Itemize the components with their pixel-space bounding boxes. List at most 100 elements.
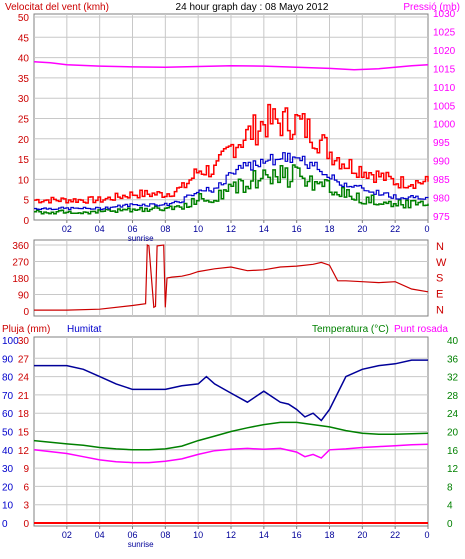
temperature-tick-label: 24 <box>447 409 459 420</box>
wind-min-line <box>34 164 429 215</box>
temperature-tick-label: 28 <box>447 391 459 402</box>
wind-speed-tick-label: 35 <box>18 74 30 85</box>
wind-speed-tick-label: 40 <box>18 54 30 65</box>
wind-speed-tick-label: 50 <box>18 13 30 24</box>
rain-tick-label: 24 <box>18 373 30 384</box>
compass-letter: E <box>436 288 443 300</box>
pressure-tick-label: 1030 <box>433 9 456 20</box>
temperature-axis-title: Temperatura (°C) <box>312 324 389 335</box>
x-tick-label: 16 <box>292 530 302 540</box>
x-tick-label: 08 <box>160 224 170 234</box>
wind-speed-tick-label: 30 <box>18 94 30 105</box>
rain-tick-label: 6 <box>23 482 29 493</box>
pressure-tick-label: 975 <box>433 212 450 223</box>
temperature-tick-label: 20 <box>447 428 459 439</box>
direction-tick-label: 90 <box>18 291 30 302</box>
pressure-tick-label: 990 <box>433 157 450 168</box>
wind-speed-tick-label: 5 <box>23 196 29 207</box>
temperature-tick-label: 0 <box>447 519 453 530</box>
humidity-tick-label: 50 <box>2 428 14 439</box>
direction-tick-label: 270 <box>12 258 29 269</box>
humidity-tick-label: 10 <box>2 501 14 512</box>
pressure-tick-label: 1015 <box>433 64 456 75</box>
humidity-line <box>34 359 428 422</box>
compass-letter: N <box>436 304 444 316</box>
wind-speed-tick-label: 10 <box>18 175 30 186</box>
pressure-tick-label: 1000 <box>433 120 456 131</box>
wind-speed-tick-label: 0 <box>23 216 29 227</box>
wind-speed-tick-label: 15 <box>18 155 30 166</box>
humidity-tick-label: 30 <box>2 464 14 475</box>
humidity-tick-label: 20 <box>2 482 14 493</box>
x-tick-label: 16 <box>292 224 302 234</box>
pressure-tick-label: 985 <box>433 175 450 186</box>
wind-average-line <box>34 152 429 211</box>
temperature-tick-label: 32 <box>447 373 459 384</box>
x-tick-label: 04 <box>95 530 105 540</box>
humidity-axis-title: Humitat <box>67 324 102 335</box>
rain-axis-title: Pluja (mm) <box>2 324 50 335</box>
wind-speed-tick-label: 45 <box>18 33 30 44</box>
compass-letter: N <box>436 241 444 253</box>
pressure-tick-label: 1005 <box>433 101 456 112</box>
sunrise-label: sunrise <box>128 540 154 549</box>
direction-tick-label: 180 <box>12 274 29 285</box>
rain-tick-label: 15 <box>18 428 30 439</box>
chart-title: 24 hour graph day : 08 Mayo 2012 <box>176 2 329 13</box>
compass-letter: S <box>436 273 443 285</box>
x-tick-label: 18 <box>324 530 334 540</box>
dew-point-line <box>33 443 429 464</box>
direction-tick-label: 0 <box>23 307 29 318</box>
wind-direction-line <box>34 243 429 311</box>
rain-tick-label: 27 <box>18 354 30 365</box>
x-tick-label: 18 <box>324 224 334 234</box>
humidity-tick-label: 70 <box>2 391 14 402</box>
temperature-line <box>33 421 429 451</box>
x-tick-label: 12 <box>226 530 236 540</box>
x-tick-label: 02 <box>62 530 72 540</box>
temperature-tick-label: 4 <box>447 501 453 512</box>
x-tick-label: 10 <box>193 224 203 234</box>
x-tick-label: 12 <box>226 224 236 234</box>
direction-tick-label: 360 <box>12 241 29 252</box>
pressure-tick-label: 1025 <box>433 27 456 38</box>
wind-speed-tick-label: 20 <box>18 135 30 146</box>
x-tick-label: 20 <box>357 224 367 234</box>
wind-gust-line <box>34 103 429 204</box>
x-tick-label: 02 <box>62 224 72 234</box>
compass-letter: W <box>436 257 447 269</box>
humidity-tick-label: 0 <box>2 519 8 530</box>
temperature-tick-label: 40 <box>447 336 459 347</box>
pressure-axis-title: Pressió (mb) <box>403 2 460 13</box>
humidity-tick-label: 90 <box>2 354 14 365</box>
humidity-tick-label: 60 <box>2 409 14 420</box>
humidity-tick-label: 100 <box>2 336 19 347</box>
rain-tick-label: 0 <box>23 519 29 530</box>
rain-tick-label: 3 <box>23 501 29 512</box>
pressure-tick-label: 1010 <box>433 83 456 94</box>
pressure-line <box>33 60 429 71</box>
temperature-tick-label: 8 <box>447 482 453 493</box>
temperature-tick-label: 12 <box>447 464 459 475</box>
x-tick-label: 22 <box>390 530 400 540</box>
sunrise-label: sunrise <box>128 234 154 243</box>
humidity-tick-label: 80 <box>2 373 14 384</box>
x-tick-label: 14 <box>259 224 269 234</box>
rain-tick-label: 12 <box>18 446 30 457</box>
wind-speed-tick-label: 25 <box>18 115 30 126</box>
x-tick-label: 14 <box>259 530 269 540</box>
x-tick-label: 08 <box>160 530 170 540</box>
wind-speed-axis-title: Velocitat del vent (kmh) <box>5 2 109 13</box>
rain-tick-label: 9 <box>23 464 29 475</box>
dew-point-axis-title: Punt rosada <box>394 324 448 335</box>
x-tick-label: 06 <box>127 530 137 540</box>
x-tick-label: 20 <box>357 530 367 540</box>
x-tick-label: 0 <box>424 224 429 234</box>
rain-tick-label: 21 <box>18 391 30 402</box>
x-tick-label: 0 <box>424 530 429 540</box>
pressure-tick-label: 995 <box>433 138 450 149</box>
pressure-tick-label: 980 <box>433 194 450 205</box>
rain-tick-label: 18 <box>18 409 30 420</box>
x-tick-label: 06 <box>127 224 137 234</box>
